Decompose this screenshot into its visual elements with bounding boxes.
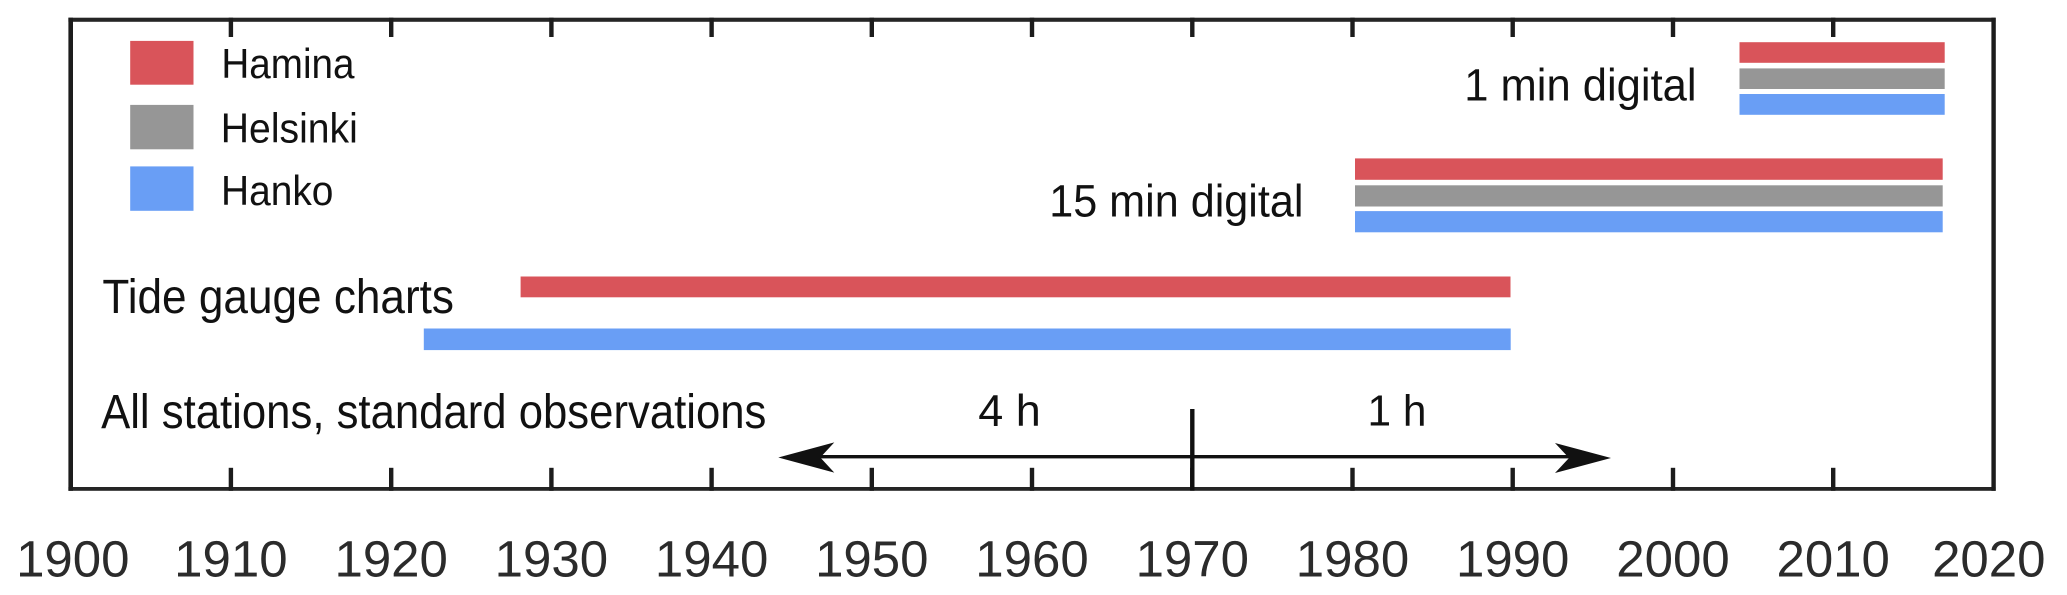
svg-text:1 h: 1 h <box>1368 387 1427 436</box>
svg-text:Tide gauge charts: Tide gauge charts <box>102 271 454 324</box>
svg-text:2000: 2000 <box>1616 531 1729 588</box>
svg-text:1960: 1960 <box>975 531 1088 588</box>
svg-text:15 min digital: 15 min digital <box>1049 176 1303 227</box>
svg-text:Hamina: Hamina <box>221 40 355 87</box>
svg-text:1900: 1900 <box>16 531 129 588</box>
svg-text:2020: 2020 <box>1932 531 2045 588</box>
svg-text:1910: 1910 <box>174 531 287 588</box>
svg-text:1940: 1940 <box>655 531 768 588</box>
svg-text:2010: 2010 <box>1776 531 1889 588</box>
svg-text:1970: 1970 <box>1136 531 1249 588</box>
svg-text:4 h: 4 h <box>978 387 1040 436</box>
svg-text:Hanko: Hanko <box>221 167 333 214</box>
svg-text:1990: 1990 <box>1456 531 1569 588</box>
svg-text:1920: 1920 <box>334 531 447 588</box>
svg-text:1980: 1980 <box>1296 531 1409 588</box>
svg-text:1950: 1950 <box>815 531 928 588</box>
svg-text:1 min digital: 1 min digital <box>1464 60 1696 111</box>
svg-text:1930: 1930 <box>495 531 608 588</box>
svg-text:All stations, standard observa: All stations, standard observations <box>101 386 766 439</box>
svg-text:Helsinki: Helsinki <box>221 105 358 152</box>
